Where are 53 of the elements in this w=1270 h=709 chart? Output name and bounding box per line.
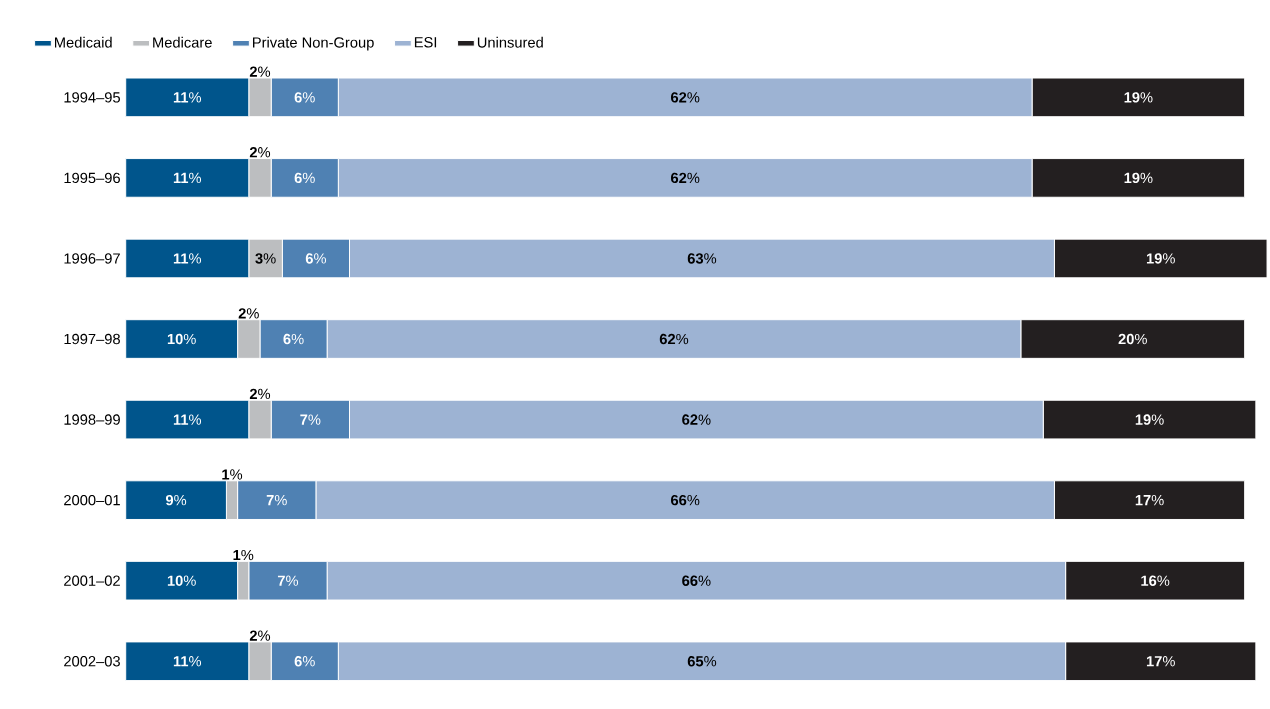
data-label: 2% bbox=[249, 66, 271, 77]
data-label: 20% bbox=[1118, 333, 1147, 345]
data-label: 19% bbox=[1124, 91, 1153, 103]
data-label: 19% bbox=[1135, 414, 1164, 425]
data-label: 17% bbox=[1135, 494, 1164, 506]
data-label: 2% bbox=[249, 146, 271, 158]
data-label: 6% bbox=[305, 253, 327, 264]
data-label: 16% bbox=[1141, 575, 1170, 586]
data-label: 6% bbox=[294, 91, 315, 103]
y-tick-label: 2002–03 bbox=[64, 655, 120, 667]
data-label: 63% bbox=[687, 253, 717, 264]
data-label: 11% bbox=[173, 172, 202, 183]
data-label: 66% bbox=[671, 494, 700, 506]
data-label: 2% bbox=[238, 307, 259, 319]
legend-label: Private Non-Group bbox=[253, 36, 374, 51]
y-tick-label: 1998–99 bbox=[64, 414, 120, 425]
data-label: 7% bbox=[300, 414, 321, 425]
data-label: 19% bbox=[1124, 172, 1153, 183]
data-label: 3% bbox=[255, 253, 276, 264]
data-label: 1% bbox=[222, 469, 243, 480]
data-label: 62% bbox=[659, 333, 689, 345]
data-label: 9% bbox=[165, 494, 187, 506]
legend-label: Uninsured bbox=[477, 36, 543, 48]
data-label: 11% bbox=[173, 414, 202, 425]
data-label: 66% bbox=[682, 575, 711, 586]
data-label: 10% bbox=[167, 333, 196, 345]
legend-label: ESI bbox=[414, 36, 437, 48]
data-label: 6% bbox=[294, 655, 315, 667]
data-label: 7% bbox=[266, 494, 287, 506]
y-tick-label: 2001–02 bbox=[64, 575, 120, 586]
y-tick-label: 1995–96 bbox=[64, 172, 120, 183]
y-tick-label: 1997–98 bbox=[64, 333, 120, 345]
data-label: 6% bbox=[294, 172, 315, 183]
data-label: 10% bbox=[167, 575, 196, 586]
data-label: 19% bbox=[1146, 253, 1175, 264]
data-label: 1% bbox=[233, 549, 254, 560]
data-label: 11% bbox=[173, 253, 202, 264]
y-tick-label: 2000–01 bbox=[64, 494, 120, 506]
data-label: 11% bbox=[173, 655, 202, 667]
y-tick-label: 1996–97 bbox=[64, 253, 120, 264]
data-label: 62% bbox=[682, 414, 711, 425]
data-label: 17% bbox=[1146, 655, 1175, 667]
legend-label: Medicaid bbox=[55, 36, 112, 48]
data-label: 7% bbox=[277, 575, 299, 586]
data-label: 2% bbox=[249, 630, 271, 641]
data-label: 65% bbox=[687, 655, 717, 667]
data-label: 2% bbox=[249, 388, 271, 399]
data-label: 6% bbox=[283, 333, 304, 345]
legend-label: Medicare bbox=[153, 36, 212, 48]
data-label: 62% bbox=[671, 91, 700, 103]
y-tick-label: 1994–95 bbox=[64, 91, 120, 103]
data-label: 11% bbox=[173, 92, 202, 103]
data-label: 62% bbox=[671, 172, 700, 183]
